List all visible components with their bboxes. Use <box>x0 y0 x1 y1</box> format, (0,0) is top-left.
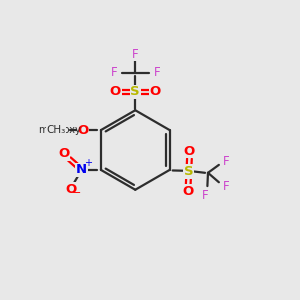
Text: F: F <box>154 66 160 80</box>
Text: O: O <box>184 145 195 158</box>
Text: O: O <box>183 185 194 198</box>
Text: N: N <box>76 164 87 176</box>
Text: O: O <box>150 85 161 98</box>
Text: +: + <box>84 158 92 168</box>
Text: methoxy: methoxy <box>38 125 81 135</box>
Text: F: F <box>223 154 230 167</box>
Text: O: O <box>78 124 89 136</box>
Text: S: S <box>130 85 140 98</box>
Text: F: F <box>223 180 230 193</box>
Text: O: O <box>110 85 121 98</box>
Text: F: F <box>110 66 117 80</box>
Text: F: F <box>202 189 208 202</box>
Text: −: − <box>72 188 81 198</box>
Text: O: O <box>58 147 70 160</box>
Text: S: S <box>184 165 194 178</box>
Text: F: F <box>132 47 139 61</box>
Text: O: O <box>66 183 77 196</box>
Text: CH₃: CH₃ <box>46 125 65 135</box>
